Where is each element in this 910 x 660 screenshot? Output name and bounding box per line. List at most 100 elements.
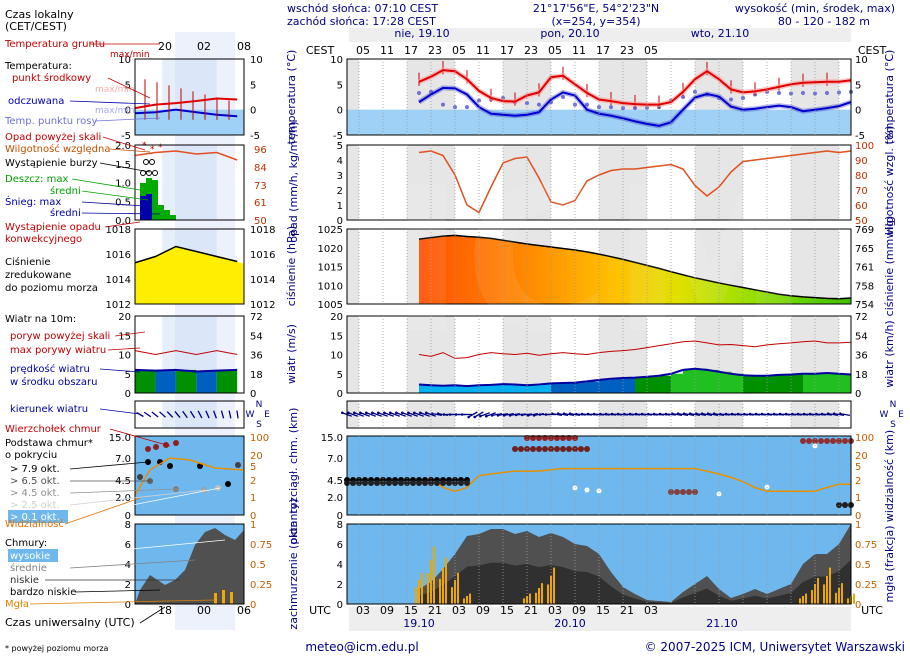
fog-bar — [523, 598, 525, 604]
axis-title: zachmurzenie (oktanty) — [287, 498, 300, 629]
cest-hour-label: 05 — [644, 44, 658, 57]
wind-arrow-head — [670, 412, 674, 415]
cest-hour-label: 11 — [380, 44, 394, 57]
legend-leader-line — [69, 489, 206, 506]
legend-leader-line — [59, 539, 226, 557]
legend-label: > 2.5 okt. — [10, 500, 60, 511]
y-tick-right-legend: 0.5 — [250, 560, 266, 571]
y-tick: 8 — [337, 520, 343, 531]
wind-arrow-head — [430, 412, 434, 415]
cest-hour-label: 17 — [404, 44, 418, 57]
fog-bar — [823, 584, 825, 604]
y-tick: 20 — [330, 312, 343, 323]
y-tick: 5 — [337, 370, 343, 381]
y-tick-right-legend: 10 — [250, 55, 263, 66]
axis-title: mgła (frakcja) — [883, 526, 896, 603]
legend-precip-bar — [158, 205, 164, 220]
cloud-base-dot — [836, 438, 842, 444]
wind-arrow-head — [442, 413, 446, 416]
y-tick-right-legend: 1014 — [250, 275, 275, 286]
legend-cloud-dot — [137, 474, 143, 480]
wind-arrow-head — [544, 413, 548, 416]
y-tick-legend: 7.0 — [115, 454, 131, 465]
coords-text: 21°17'56"E, 54°2'23"N — [533, 2, 659, 15]
legend-label: Opad powyżej skali — [5, 132, 101, 143]
fog-bar — [799, 598, 801, 604]
legend-label: Deszcz: max — [5, 174, 68, 185]
y-tick-right: 18 — [855, 370, 868, 381]
dew-point-dot — [477, 98, 481, 103]
fog-bar — [454, 580, 456, 604]
y-tick-right-legend: 72 — [250, 312, 263, 323]
legend-leader-line — [109, 148, 151, 153]
fog-bar — [538, 588, 540, 604]
legend-wind-bar — [216, 370, 238, 393]
contact-email[interactable]: meteo@icm.edu.pl — [305, 640, 418, 654]
humidity-line — [418, 150, 852, 214]
cloud-base-dot — [800, 438, 806, 444]
cloud-base-dot — [416, 480, 422, 486]
legend-wind-arrow — [197, 410, 203, 419]
wind-arrow-head — [479, 414, 482, 418]
wind-speed-bar — [611, 378, 624, 393]
y-tick-right: 0.5 — [855, 560, 871, 571]
wind-arrow-head — [407, 411, 410, 415]
dew-point-dot — [465, 105, 469, 110]
day-label-bottom: 20.10 — [554, 617, 586, 630]
y-tick-right: 0.75 — [855, 540, 877, 551]
utc-axis-label-right: UTC — [861, 604, 883, 617]
legend-cloud-dot — [197, 463, 203, 469]
cloud-base-dot-light — [584, 487, 590, 493]
wind-arrow-head — [460, 413, 464, 416]
legend-label: średni — [50, 185, 81, 197]
legend-wind-arrow — [189, 410, 196, 419]
dew-point-dot — [801, 90, 805, 95]
wind-speed-bar — [455, 385, 468, 393]
y-tick-right-legend: 20 — [250, 451, 263, 462]
y-tick: 2 — [337, 186, 343, 197]
legend-label: Wystąpienie opadu — [5, 222, 101, 233]
wind-speed-bar — [599, 379, 612, 393]
wind-arrow-head — [652, 412, 656, 416]
y-tick: 4 — [337, 156, 343, 167]
legend-wind-bar — [196, 371, 217, 393]
y-tick: 1015 — [318, 263, 343, 274]
wind-arrow-head — [556, 412, 560, 415]
legend-label: prędkość wiatru — [10, 363, 90, 375]
utc-hour-label: 15 — [596, 604, 610, 617]
y-tick-right: 0 — [855, 511, 861, 522]
cloud-base-dot — [566, 446, 572, 452]
y-tick: 2.0 — [327, 493, 343, 504]
elevation-values: 80 - 120 - 182 m — [778, 15, 870, 28]
axis-title: wilgotność wzgl. (%) — [883, 126, 896, 239]
utc-hour-label: 09 — [572, 604, 586, 617]
legend-apparent-line — [134, 108, 238, 118]
y-tick-legend: 1012 — [106, 300, 131, 311]
utc-hour-label: 21 — [524, 604, 538, 617]
wind-arrow-head — [706, 412, 710, 415]
y-tick-right-legend: 0 — [250, 106, 256, 117]
legend-leader-line — [81, 190, 149, 201]
wind-arrow-head — [802, 412, 806, 416]
wind-arrow — [384, 412, 394, 417]
legend-label: zredukowane — [5, 270, 71, 281]
y-tick-legend: 0.0 — [115, 216, 131, 227]
legend-wind-arrow — [136, 411, 144, 418]
wind-arrow-head — [562, 412, 566, 415]
wind-speed-bar — [671, 373, 684, 393]
fog-bar — [529, 593, 531, 604]
wind-arrow-head — [502, 414, 506, 417]
y-tick-right-legend: 0 — [250, 511, 256, 522]
wind-arrow-head — [694, 412, 698, 415]
legend-label: Wilgotność względna — [5, 143, 110, 155]
watermark: ICM — [390, 145, 810, 378]
y-tick-right-legend: 1016 — [250, 250, 275, 261]
legend-high-cloud-swatch — [8, 549, 58, 562]
axis-title: opad (mm/h, kg/m²/h) — [287, 121, 300, 242]
wind-speed-bar — [779, 374, 792, 393]
wind-arrow-head — [389, 411, 392, 415]
dew-point-dot — [813, 91, 817, 96]
dew-point-dot — [693, 89, 697, 94]
wind-arrow-head — [473, 415, 476, 419]
y-tick: 1 — [337, 201, 343, 212]
